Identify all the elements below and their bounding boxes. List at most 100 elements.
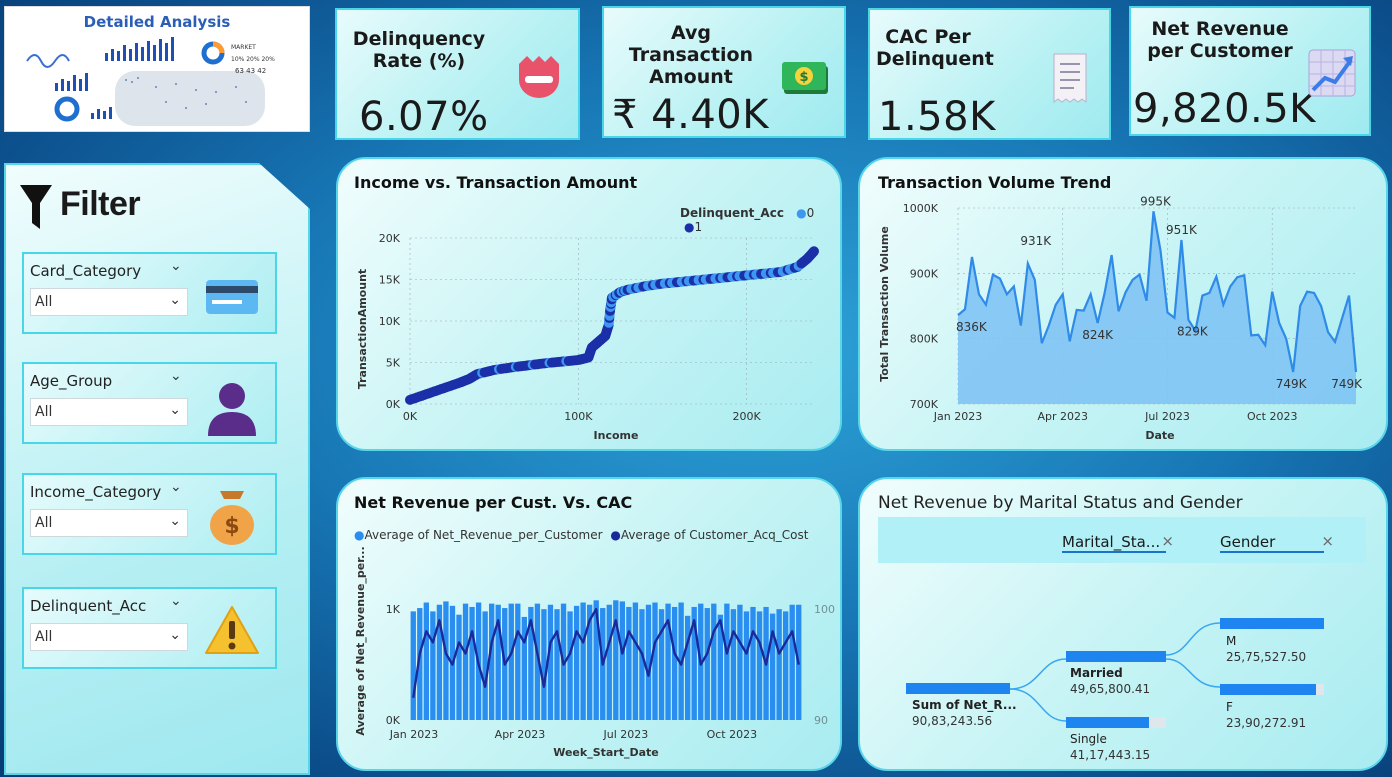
combo-bar (528, 606, 534, 720)
close-icon[interactable]: × (1161, 532, 1174, 550)
chevron-down-icon[interactable]: ⌄ (170, 368, 182, 384)
y-tick-label: 800K (910, 333, 939, 346)
kpi-title: CAC Per Delinquent (876, 26, 994, 70)
kpi-value: 9,820.5K (1133, 86, 1316, 132)
combo-bar (580, 602, 586, 720)
x-tick-label: Apr 2023 (1037, 410, 1088, 423)
close-icon[interactable]: × (1321, 532, 1334, 550)
data-label: 749K (1276, 377, 1308, 391)
slicer-delinquent-acc: Delinquent_Acc ⌄ All ⌄ (22, 587, 277, 669)
legend-item-net-revenue: Average of Net_Revenue_per_Customer (364, 528, 603, 542)
kpi-avg-transaction: Avg Transaction Amount ₹ 4.40K $ (602, 6, 846, 138)
chevron-down-icon: ⌄ (169, 627, 181, 643)
combo-bar (443, 601, 449, 720)
chevron-down-icon[interactable]: ⌄ (170, 479, 182, 495)
data-label: 829K (1177, 325, 1209, 339)
single-label: Single (1070, 732, 1107, 746)
logo-title: Detailed Analysis (83, 13, 231, 31)
combo-bar (632, 602, 639, 720)
combo-bar (417, 608, 423, 720)
decomp-panel: Net Revenue by Marital Status and Gender… (858, 477, 1388, 771)
combo-bar (521, 616, 527, 720)
married-bar[interactable] (1066, 651, 1166, 662)
y-tick-label: 15K (379, 274, 401, 287)
trend-title: Transaction Volume Trend (878, 173, 1112, 192)
scatter-legend: Delinquent_Acc ●0 ●1 (680, 206, 815, 234)
combo-bar (508, 603, 514, 720)
combo-bar (587, 604, 593, 720)
svg-text:63 43 42: 63 43 42 (235, 67, 266, 75)
no-entry-icon (519, 56, 559, 98)
combo-bar (645, 604, 652, 720)
combo-bar (756, 611, 763, 720)
legend-title: Delinquent_Acc (680, 206, 784, 220)
delinquent-acc-dropdown[interactable]: All ⌄ (30, 623, 188, 651)
combo-bar (495, 604, 501, 720)
slicer-label: Card_Category (30, 262, 142, 280)
decomp-title: Net Revenue by Marital Status and Gender (878, 493, 1243, 513)
scatter-ylabel: TransactionAmount (356, 269, 369, 389)
combo-panel: Net Revenue per Cust. Vs. CAC ●Average o… (336, 477, 842, 771)
cac-line (412, 607, 800, 699)
age-group-dropdown[interactable]: All ⌄ (30, 398, 188, 426)
field-gender[interactable]: Gender × (1220, 532, 1334, 553)
svg-text:$: $ (224, 514, 239, 539)
combo-bar (436, 604, 443, 720)
chevron-down-icon[interactable]: ⌄ (170, 258, 182, 274)
combo-bar (665, 603, 671, 720)
field-marital-status[interactable]: Marital_Sta... × (1062, 532, 1174, 553)
scatter-point (809, 246, 819, 257)
card-category-dropdown[interactable]: All ⌄ (30, 288, 188, 316)
slicer-age-group: Age_Group ⌄ All ⌄ (22, 362, 277, 444)
combo-bar (515, 603, 521, 720)
kpi-value: ₹ 4.40K (612, 92, 769, 138)
root-bar[interactable] (906, 683, 1010, 694)
scatter-panel: Income vs. Transaction Amount Delinquent… (336, 157, 842, 451)
slicer-label: Delinquent_Acc (30, 597, 147, 615)
combo-chart: Average of Net_Revenue_per... Week_Start… (354, 546, 835, 759)
combo-bar (469, 606, 475, 720)
combo-bar (639, 609, 645, 720)
slicer-income-category: Income_Category ⌄ All ⌄ $ (22, 473, 277, 555)
married-value: 49,65,800.41 (1070, 682, 1150, 696)
combo-bar (704, 608, 710, 720)
chevron-down-icon: ⌄ (169, 402, 181, 418)
combo-bar (743, 611, 750, 720)
y-tick-label: 1000K (903, 202, 939, 215)
data-label: 951K (1166, 223, 1198, 237)
filter-title: Filter (60, 185, 141, 223)
combo-bar (430, 611, 436, 720)
female-bar[interactable] (1220, 684, 1316, 695)
combo-bar (482, 611, 488, 720)
combo-bar (691, 606, 697, 720)
combo-bar (730, 609, 737, 720)
trend-area-fill (958, 211, 1356, 404)
kpi-title: Avg Transaction Amount (628, 22, 754, 88)
x-tick-label: 100K (564, 410, 593, 423)
combo-bar (489, 603, 495, 720)
female-value: 23,90,272.91 (1226, 716, 1306, 730)
income-category-dropdown[interactable]: All ⌄ (30, 509, 188, 537)
chevron-down-icon[interactable]: ⌄ (170, 593, 182, 609)
combo-bar (658, 609, 665, 720)
combo-xlabel: Week_Start_Date (553, 746, 659, 759)
combo-bar (606, 604, 612, 720)
kpi-value: 1.58K (878, 94, 996, 140)
single-bar[interactable] (1066, 717, 1149, 728)
x-tick-label: Jan 2023 (933, 410, 982, 423)
male-bar[interactable] (1220, 618, 1324, 629)
combo-bar (671, 606, 678, 720)
combo-bar (410, 611, 416, 720)
legend-item-cac: Average of Customer_Acq_Cost (620, 528, 809, 542)
married-label: Married (1070, 666, 1123, 680)
combo-bar (783, 611, 789, 720)
warning-icon (205, 606, 259, 654)
combo-ylabel: Average of Net_Revenue_per... (354, 546, 367, 735)
trend-panel: Transaction Volume Trend Total Transacti… (858, 157, 1388, 451)
combo-bar (573, 605, 580, 720)
dropdown-value: All (35, 515, 53, 531)
combo-bar (456, 614, 462, 720)
svg-text:10% 20% 20%: 10% 20% 20% (231, 56, 275, 63)
scatter-chart: TransactionAmount Income 0K 5K 10K 15K 20K 0K… (356, 232, 819, 442)
dropdown-value: All (35, 629, 53, 645)
